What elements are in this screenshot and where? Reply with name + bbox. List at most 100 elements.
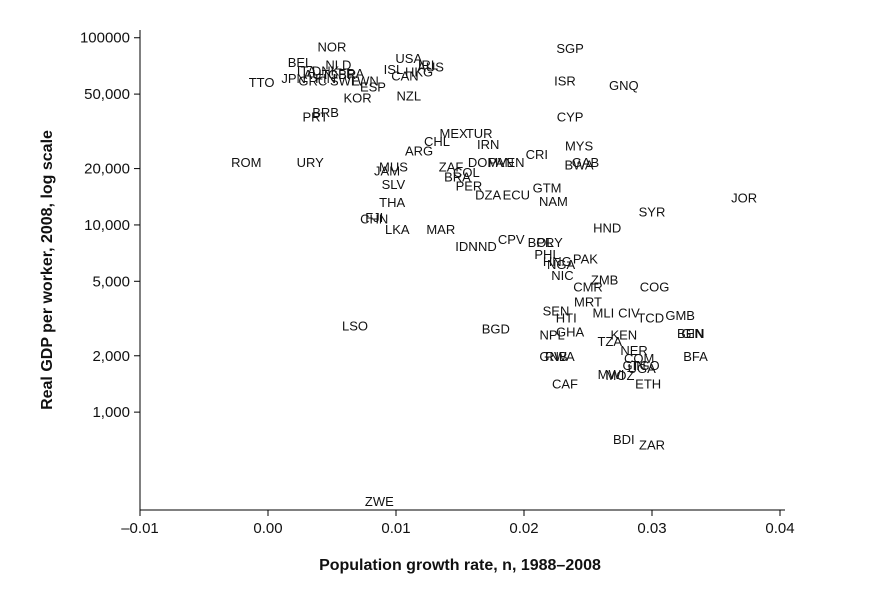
data-point-cmr: CMR: [573, 279, 603, 294]
data-point-phl: PHL: [534, 247, 559, 262]
data-point-ken: KEN: [610, 327, 637, 342]
x-tick-label: 0.01: [381, 520, 410, 537]
y-ticks: 100000 50,000 20,000 10,000 5,000 2,000 1,000: [80, 30, 140, 421]
data-point-col: COL: [453, 165, 480, 180]
data-point-aut: AUT: [304, 67, 330, 82]
data-point-ven: VEN: [498, 155, 525, 170]
data-point-dom: DOM: [468, 155, 498, 170]
data-point-gnq: GNQ: [609, 78, 639, 93]
data-point-per: PER: [456, 179, 483, 194]
data-point-twn: TWN: [349, 74, 379, 89]
data-point-bra: BRA: [444, 169, 471, 184]
data-point-zaf: ZAF: [439, 160, 464, 175]
y-tick-label: 10,000: [84, 217, 130, 234]
data-point-dnk: DNK: [312, 63, 340, 78]
data-point-gmb: GMB: [665, 308, 695, 323]
data-point-tcd: TCD: [637, 311, 664, 326]
y-tick-label: 20,000: [84, 161, 130, 178]
data-point-rwa: RWA: [545, 349, 575, 364]
data-point-pry: PRY: [536, 235, 563, 250]
x-tick-label: 0.02: [509, 520, 538, 537]
data-point-sen: SEN: [543, 303, 570, 318]
data-point-mus: MUS: [379, 160, 408, 175]
data-point-grc: GRC: [298, 74, 327, 89]
data-point-gnb: GNB: [539, 349, 567, 364]
data-point-cpv: CPV: [498, 232, 525, 247]
data-point-eth: ETH: [635, 377, 661, 392]
data-point-uga: UGA: [628, 361, 657, 376]
data-point-zwe: ZWE: [365, 494, 394, 509]
axes: [139, 30, 785, 511]
data-point-hkg: HKG: [405, 65, 433, 80]
data-point-tto: TTO: [249, 75, 275, 90]
data-point-irn: IRN: [477, 137, 499, 152]
data-point-sgp: SGP: [556, 41, 583, 56]
data-point-bel: BEL: [288, 55, 313, 70]
data-point-prt: PRT: [302, 109, 328, 124]
data-point-cyp: CYP: [557, 109, 584, 124]
x-tick-label: –0.01: [121, 520, 159, 537]
data-point-pak: PAK: [573, 252, 598, 267]
data-point-irl: IRL: [418, 57, 438, 72]
data-point-fra: FRA: [338, 66, 364, 81]
data-point-tgo: TGO: [632, 358, 660, 373]
y-tick-label: 2,000: [92, 348, 130, 365]
data-point-caf: CAF: [552, 377, 578, 392]
data-point-ury: URY: [297, 155, 325, 170]
data-point-bol: BOL: [528, 235, 554, 250]
x-tick-label: 0.03: [637, 520, 666, 537]
data-point-esp: ESP: [360, 79, 386, 94]
data-point-ben: BEN: [677, 326, 704, 341]
x-ticks: –0.01 0.00 0.01 0.02 0.03 0.04: [121, 510, 795, 537]
data-point-mex: MEX: [440, 126, 469, 141]
data-point-mar: MAR: [426, 222, 455, 237]
x-tick-label: 0.00: [253, 520, 282, 537]
data-point-tha: THA: [379, 195, 405, 210]
data-point-ner: NER: [620, 343, 647, 358]
data-point-idn: IDN: [455, 239, 477, 254]
data-point-civ: CIV: [618, 306, 640, 321]
data-point-kor: KOR: [344, 90, 372, 105]
data-point-hng: HNG: [543, 254, 572, 269]
data-point-mys: MYS: [565, 139, 594, 154]
data-point-com: COM: [624, 351, 654, 366]
data-point-ind: IND: [474, 239, 496, 254]
data-point-jor: JOR: [731, 191, 757, 206]
data-point-dza: DZA: [475, 188, 501, 203]
data-point-nor: NOR: [318, 39, 347, 54]
data-point-isr: ISR: [554, 74, 576, 89]
data-point-syr: SYR: [639, 204, 666, 219]
data-point-jpn: JPN: [281, 71, 306, 86]
data-point-bwa: BWA: [564, 158, 593, 173]
data-point-zmb: ZMB: [591, 273, 618, 288]
data-point-lka: LKA: [385, 222, 410, 237]
data-point-tur: TUR: [466, 126, 493, 141]
data-point-jam: JAM: [374, 164, 400, 179]
data-point-tza: TZA: [597, 334, 622, 349]
data-point-brb: BRB: [312, 105, 339, 120]
data-point-moz: MOZ: [606, 368, 635, 383]
data-point-nld: NLD: [325, 57, 351, 72]
data-point-usa: USA: [395, 51, 422, 66]
data-point-cri: CRI: [526, 147, 548, 162]
data-point-swe: SWE: [330, 74, 360, 89]
data-point-can: CAN: [391, 68, 418, 83]
data-point-fji: FJI: [365, 210, 383, 225]
data-point-nzl: NZL: [397, 89, 422, 104]
data-point-lso: LSO: [342, 319, 368, 334]
data-point-aus: AUS: [417, 60, 444, 75]
data-point-pan: PAN: [488, 155, 514, 170]
y-tick-label: 100000: [80, 30, 130, 47]
data-point-arg: ARG: [405, 143, 433, 158]
data-point-hti: HTI: [556, 311, 577, 326]
data-point-isl: ISL: [384, 62, 404, 77]
data-point-ecu: ECU: [503, 188, 530, 203]
data-point-npl: NPL: [540, 327, 565, 342]
data-point-gha: GHA: [556, 324, 585, 339]
data-point-mli: MLI: [593, 306, 615, 321]
data-point-gbr: GBR: [328, 67, 356, 82]
x-axis-label: Population growth rate, n, 1988–2008: [319, 557, 601, 574]
data-point-ita: ITA: [297, 63, 317, 78]
data-point-cog: COG: [640, 279, 670, 294]
data-point-gin: GIN: [623, 358, 646, 373]
